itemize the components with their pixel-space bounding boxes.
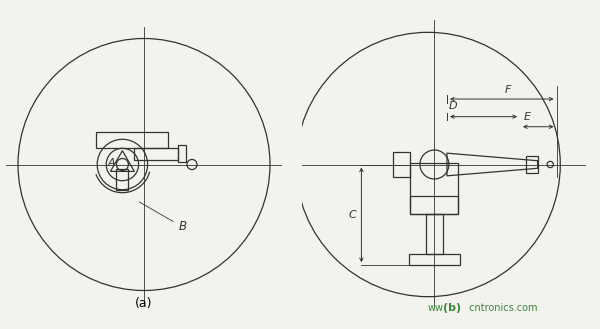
Bar <box>393 152 410 177</box>
Bar <box>134 148 178 160</box>
Text: cntronics.com: cntronics.com <box>466 303 538 313</box>
Text: F: F <box>505 85 511 95</box>
Text: E: E <box>524 113 531 122</box>
Text: (b): (b) <box>443 303 461 313</box>
Bar <box>96 132 168 148</box>
Text: C: C <box>349 210 356 220</box>
Text: A: A <box>108 158 115 168</box>
Text: ww: ww <box>427 303 443 313</box>
Bar <box>410 196 458 214</box>
Bar <box>426 214 443 254</box>
Bar <box>526 156 538 173</box>
Text: (a): (a) <box>135 296 153 310</box>
Bar <box>178 145 186 162</box>
Bar <box>410 163 458 214</box>
Bar <box>116 169 128 190</box>
Bar <box>409 254 460 265</box>
Text: D: D <box>448 101 457 111</box>
Text: B: B <box>139 202 187 233</box>
